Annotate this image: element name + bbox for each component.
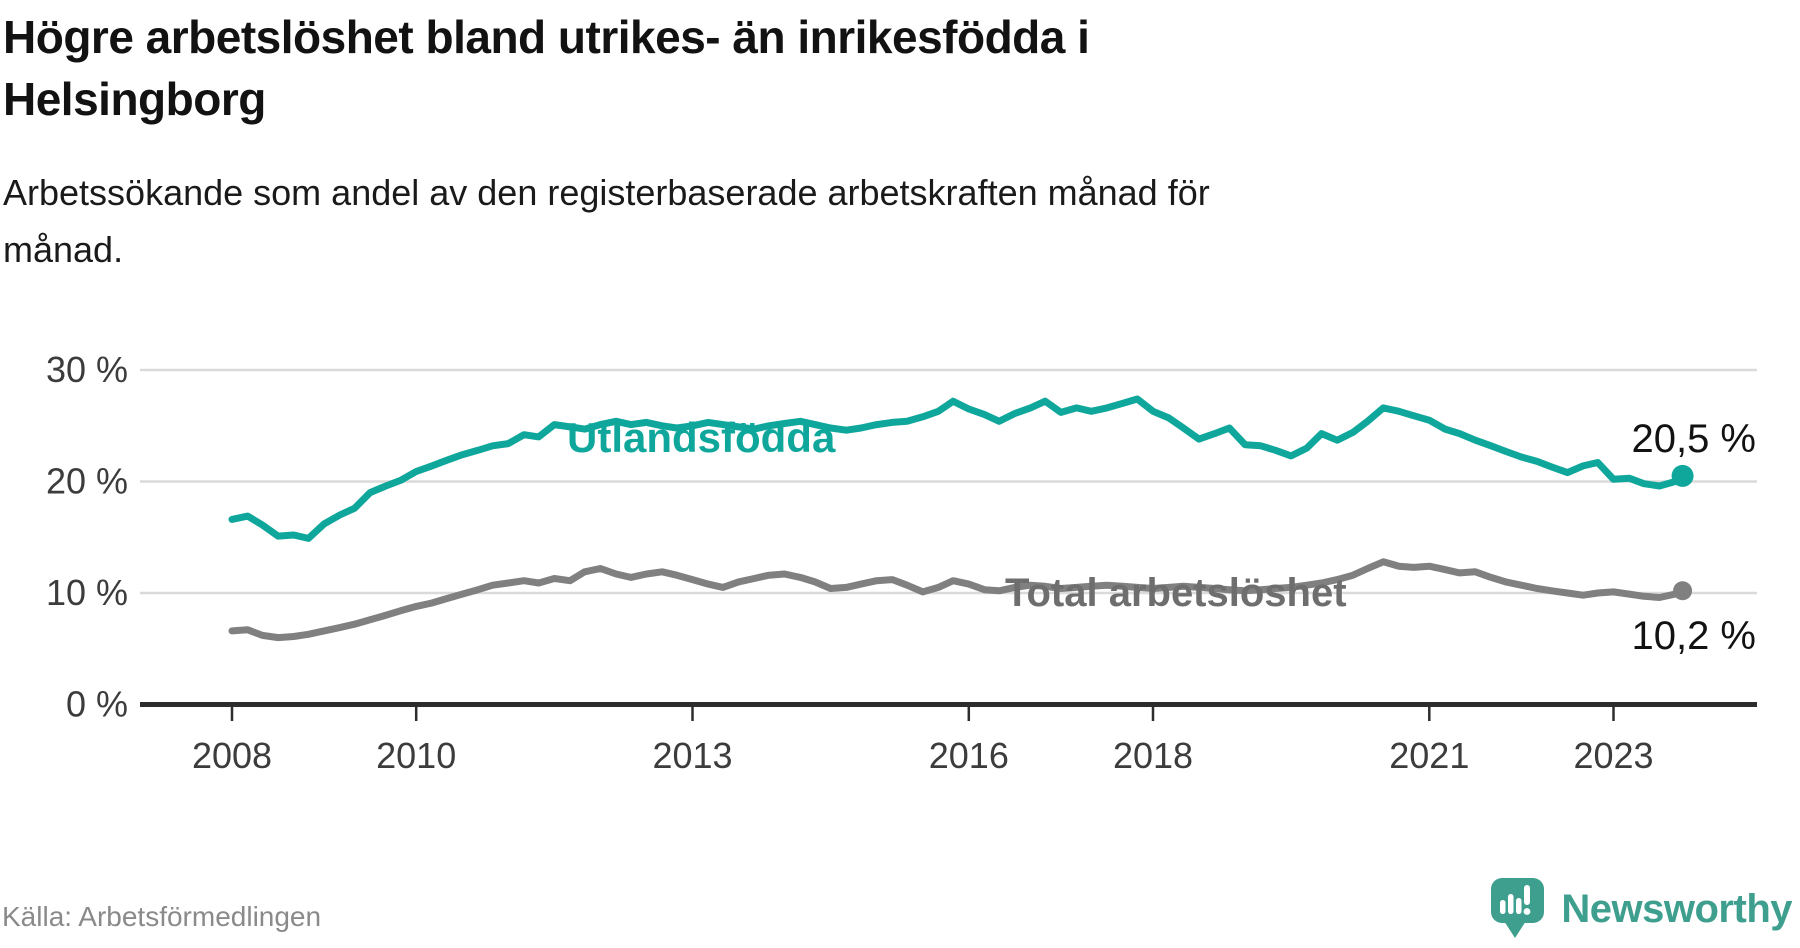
page-title-line-1: Högre arbetslöshet bland utrikes- än inr… (3, 11, 1090, 63)
x-axis-label-2023: 2023 (1573, 735, 1653, 776)
series-line-1 (228, 558, 1687, 642)
series-end-value-1: 10,2 % (1631, 614, 1756, 658)
y-axis-label-10: 10 % (46, 572, 128, 613)
x-axis-label-2008: 2008 (192, 735, 272, 776)
series-label-1: Total arbetslöshet (1005, 571, 1347, 615)
series-end-dot-0 (1671, 464, 1694, 487)
source-note: Källa: Arbetsförmedlingen (2, 901, 322, 932)
page-title-line-2: Helsingborg (3, 73, 266, 125)
series-line-0 (228, 395, 1687, 542)
x-axis-label-2021: 2021 (1389, 735, 1469, 776)
newsworthy-icon (1491, 878, 1545, 938)
page-subtitle-line-2: månad. (3, 229, 124, 270)
page-subtitle: Arbetssökande som andel av den registerb… (3, 164, 1210, 278)
page-title: Högre arbetslöshet bland utrikes- än inr… (3, 6, 1090, 130)
series-label-0: Utlandsfödda (567, 414, 836, 461)
y-axis-label-20: 20 % (46, 461, 128, 502)
unemployment-line-chart: 0 % 10 % 20 % 30 % 2008 2010 2013 2016 2018 2021 2… (46, 349, 1757, 776)
series-end-value-0: 20,5 % (1631, 417, 1756, 461)
newsworthy-wordmark: Newsworthy (1561, 886, 1792, 931)
series-end-dot-1 (1673, 581, 1693, 601)
x-axis-label-2013: 2013 (652, 735, 732, 776)
y-axis-label-0: 0 % (66, 684, 128, 725)
x-axis-label-2016: 2016 (929, 735, 1009, 776)
x-axis-label-2010: 2010 (376, 735, 456, 776)
x-axis-label-2018: 2018 (1113, 735, 1193, 776)
page-subtitle-line-1: Arbetssökande som andel av den registerb… (3, 172, 1210, 213)
newsworthy-logo: Newsworthy (1489, 874, 1792, 944)
y-axis-label-30: 30 % (46, 349, 128, 390)
